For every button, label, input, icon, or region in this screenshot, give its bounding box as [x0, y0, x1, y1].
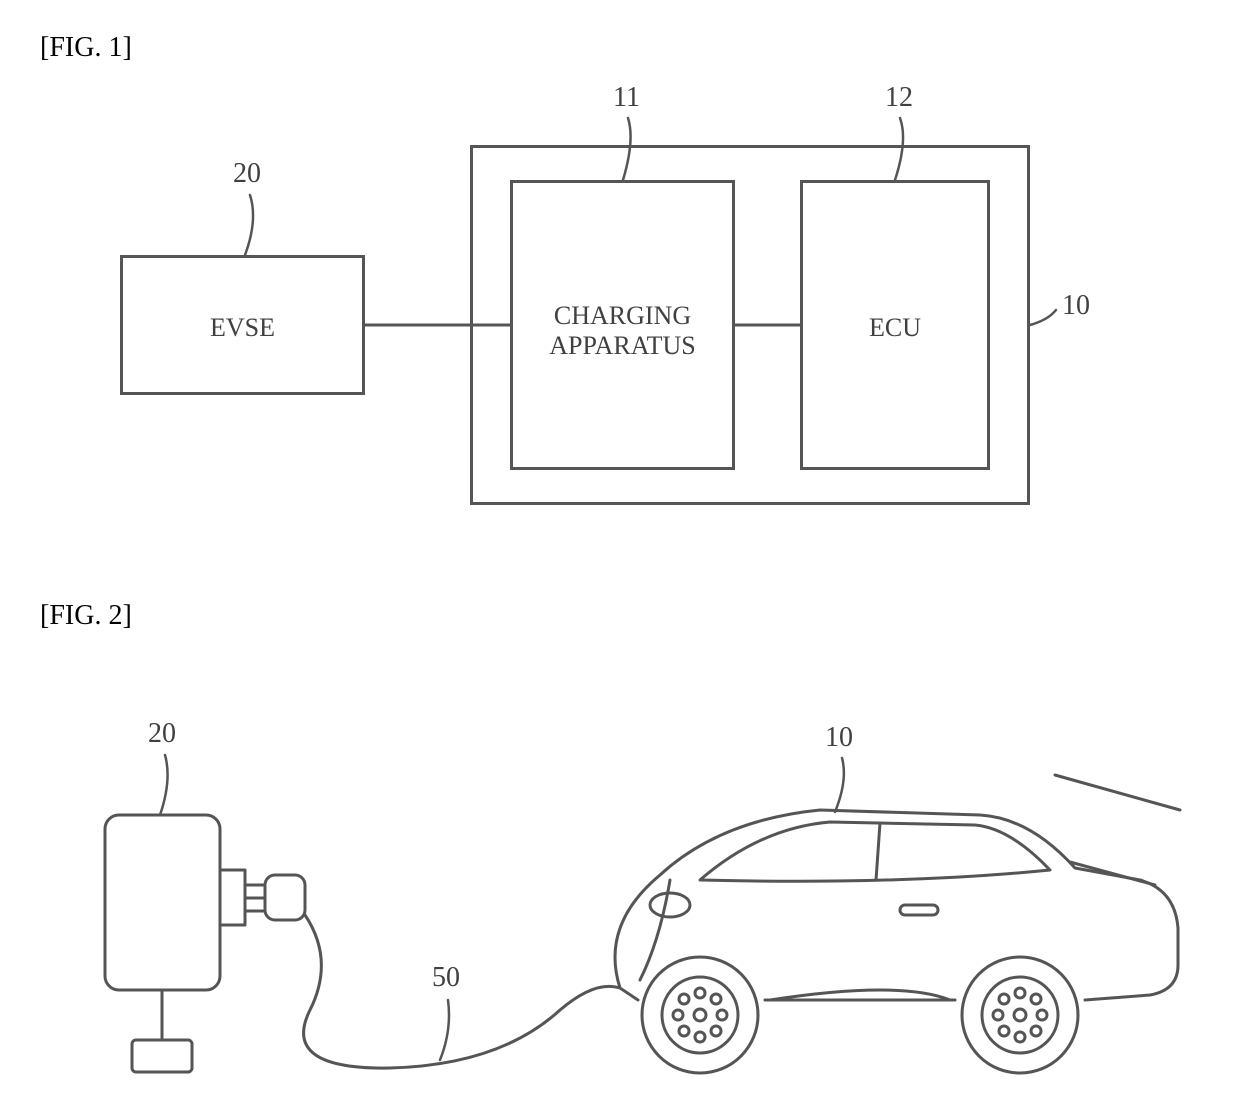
fig1-ref-11: 11	[613, 82, 640, 114]
fig2-ref-10: 10	[825, 722, 853, 754]
fig2-caption: [FIG. 2]	[40, 600, 132, 632]
fig1-ref-12: 12	[885, 82, 913, 114]
fig2-svg	[0, 680, 1240, 1110]
fig2-ref-20: 20	[148, 718, 176, 750]
fig1-ref-10: 10	[1062, 290, 1090, 322]
fig2-ref-50: 50	[432, 962, 460, 994]
fig1-ref-20: 20	[233, 158, 261, 190]
